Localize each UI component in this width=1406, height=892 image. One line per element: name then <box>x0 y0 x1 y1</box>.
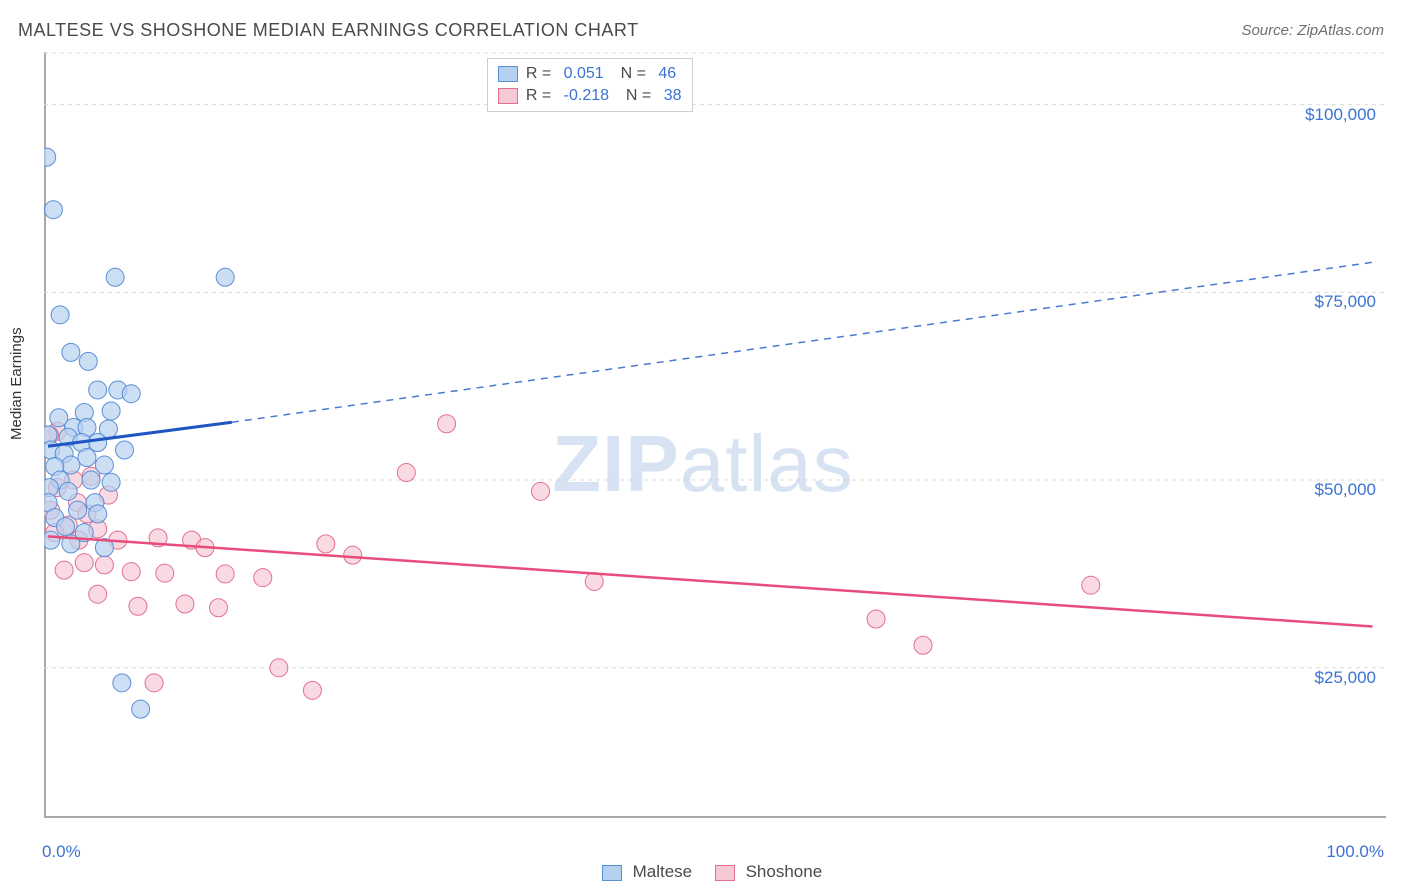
y-axis-label: Median Earnings <box>8 327 25 440</box>
legend-n-shoshone: 38 <box>664 87 682 105</box>
legend-r-shoshone: -0.218 <box>564 87 609 105</box>
x-tick-label: 100.0% <box>1326 842 1384 862</box>
legend-r-label: R = <box>526 87 556 105</box>
x-tick-label: 0.0% <box>42 842 81 862</box>
legend-r-label: R = <box>526 65 556 83</box>
legend-row-maltese: R = 0.051 N = 46 <box>498 63 682 85</box>
footer-label-shoshone: Shoshone <box>746 862 823 881</box>
footer-swatch-maltese <box>602 865 622 881</box>
source-credit: Source: ZipAtlas.com <box>1241 22 1384 39</box>
y-tick-label: $100,000 <box>1276 105 1376 125</box>
footer-label-maltese: Maltese <box>633 862 693 881</box>
y-tick-label: $75,000 <box>1276 292 1376 312</box>
legend-n-label: N = <box>612 65 651 83</box>
footer-legend: Maltese Shoshone <box>0 862 1406 882</box>
scatter-plot <box>44 52 1386 818</box>
chart-title: MALTESE VS SHOSHONE MEDIAN EARNINGS CORR… <box>18 20 639 41</box>
legend-row-shoshone: R = -0.218 N = 38 <box>498 85 682 107</box>
swatch-maltese <box>498 66 518 82</box>
legend-r-maltese: 0.051 <box>564 65 604 83</box>
swatch-shoshone <box>498 88 518 104</box>
y-tick-label: $50,000 <box>1276 480 1376 500</box>
legend-n-maltese: 46 <box>658 65 676 83</box>
legend-n-label: N = <box>617 87 656 105</box>
y-tick-label: $25,000 <box>1276 668 1376 688</box>
stats-legend: R = 0.051 N = 46 R = -0.218 N = 38 <box>487 58 693 112</box>
footer-swatch-shoshone <box>715 865 735 881</box>
